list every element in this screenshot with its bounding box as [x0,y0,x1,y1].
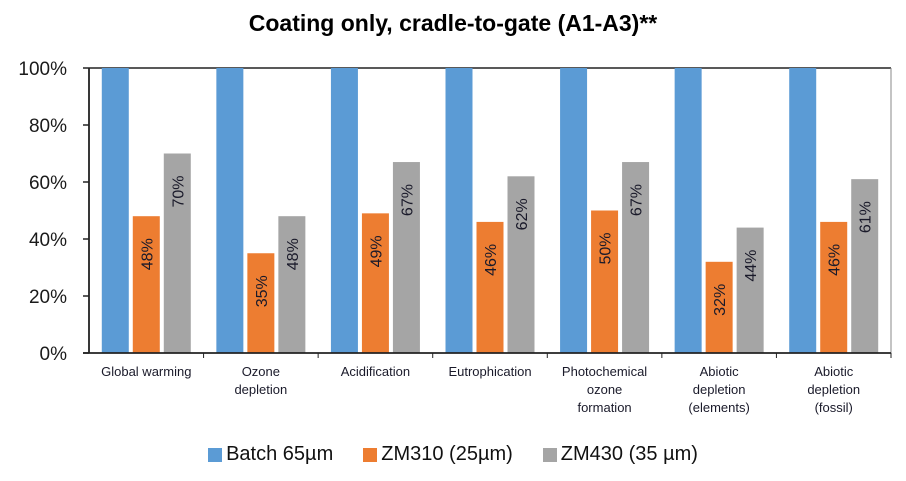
bar-zm430 [622,162,650,353]
y-tick-label: 60% [29,173,67,194]
bar-zm430 [278,216,306,353]
data-label: 48% [139,238,156,270]
bar-zm430 [392,162,420,353]
x-tick-label: Acidification [341,364,410,379]
legend-item: ZM310 (25µm) [363,443,513,466]
bar-zm310 [476,221,504,353]
data-label: 46% [827,244,844,276]
bar-batch [560,68,588,353]
x-tick-label: ozone [587,382,622,397]
bar-batch [445,68,473,353]
x-tick-label: formation [577,400,631,415]
x-tick-label: Abiotic [700,364,740,379]
bar-batch [789,68,817,353]
legend-label: Batch 65µm [226,443,334,465]
legend-label: ZM310 (25µm) [381,443,513,465]
data-label: 67% [399,184,416,216]
y-tick-label: 100% [18,59,67,80]
bar-zm430 [163,153,191,353]
x-tick-label: depletion [693,382,746,397]
data-label: 62% [514,198,531,230]
x-tick-label: (fossil) [815,400,853,415]
data-label: 61% [858,201,875,233]
data-label: 49% [368,235,385,267]
bar-zm310 [820,221,848,353]
bar-zm310 [705,261,733,353]
x-tick-label: Photochemical [562,364,647,379]
bar-batch [674,68,702,353]
legend-item: ZM430 (35 µm) [542,443,698,466]
data-label: 44% [743,250,760,282]
y-tick-label: 80% [29,116,67,137]
bar-zm310 [361,213,389,353]
bar-zm430 [507,176,535,353]
x-tick-label: Eutrophication [448,364,531,379]
chart-title: Coating only, cradle-to-gate (A1-A3)** [248,10,658,36]
data-label: 35% [254,275,271,307]
data-label: 70% [170,175,187,207]
data-label: 46% [483,244,500,276]
x-tick-label: depletion [234,382,287,397]
y-tick-label: 20% [29,287,67,308]
legend-item: Batch 65µm [208,443,333,466]
chart-legend: Batch 65µm ZM310 (25µm) ZM430 (35 µm) [0,443,906,466]
bar-zm310 [591,210,619,353]
bar-batch [101,68,129,353]
legend-swatch [208,447,223,462]
x-tick-label: (elements) [688,400,749,415]
data-label: 50% [598,232,615,264]
bar-zm430 [851,179,879,353]
y-tick-label: 40% [29,230,67,251]
legend-label: ZM430 (35 µm) [560,443,698,465]
bar-zm430 [736,227,764,353]
bar-batch [216,68,244,353]
data-label: 32% [712,284,729,316]
y-tick-label: 0% [40,344,68,365]
data-label: 48% [285,238,302,270]
legend-swatch [363,447,378,462]
bar-zm310 [247,253,275,353]
data-label: 67% [629,184,646,216]
legend-swatch [542,447,557,462]
bar-batch [330,68,358,353]
x-tick-label: Abiotic [814,364,854,379]
bar-zm310 [132,216,160,353]
x-tick-label: Ozone [242,364,280,379]
x-tick-label: depletion [807,382,860,397]
x-tick-label: Global warming [101,364,191,379]
